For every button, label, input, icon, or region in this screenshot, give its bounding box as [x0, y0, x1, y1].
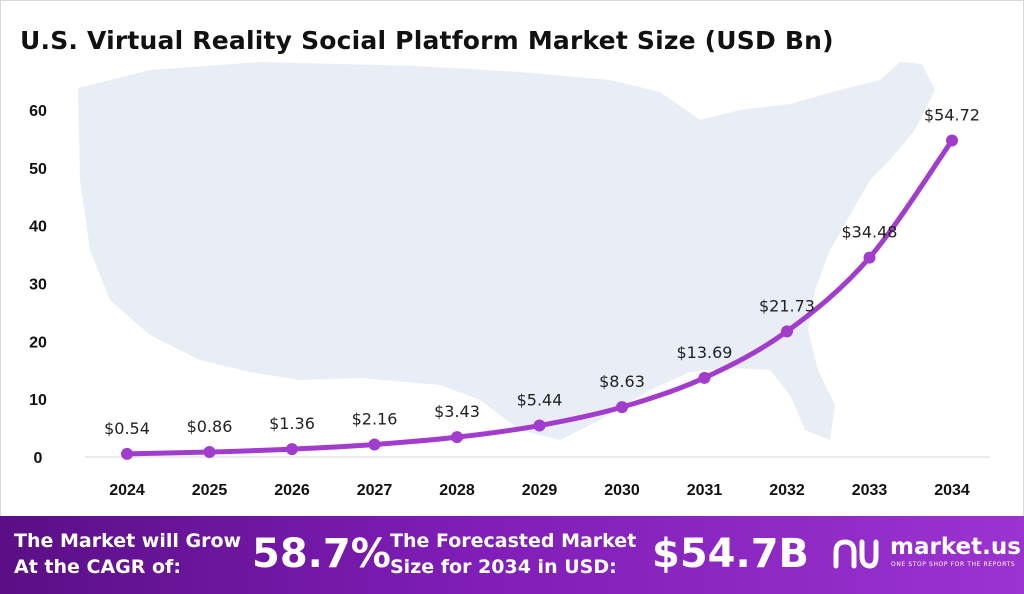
- data-point: [533, 419, 546, 432]
- x-tick-label: 2028: [439, 482, 475, 499]
- data-label: $2.16: [352, 410, 398, 429]
- data-label: $54.72: [924, 106, 980, 125]
- data-label: $34.48: [842, 223, 898, 242]
- data-point: [286, 443, 298, 456]
- data-point: [698, 371, 711, 384]
- data-label: $3.43: [434, 402, 480, 421]
- data-point: [121, 447, 133, 460]
- y-tick-label: 20: [29, 334, 47, 351]
- data-label: $1.36: [269, 414, 315, 433]
- cagr-caption: The Market will Grow At the CAGR of:: [14, 530, 242, 578]
- x-tick-label: 2030: [604, 482, 640, 499]
- data-point: [616, 401, 628, 414]
- cagr-value: 58.7%: [252, 531, 391, 577]
- x-tick-label: 2027: [357, 482, 393, 499]
- x-tick-label: 2025: [192, 482, 228, 499]
- forecast-caption: The Forecasted Market Size for 2034 in U…: [390, 530, 637, 578]
- data-point: [203, 446, 216, 459]
- data-point: [946, 134, 958, 147]
- y-tick-label: 40: [29, 219, 47, 236]
- x-tick-label: 2033: [852, 482, 888, 499]
- footer-banner: The Market will Grow At the CAGR of: 58.…: [0, 516, 1024, 594]
- data-label: $8.63: [599, 372, 645, 391]
- data-point: [368, 438, 381, 451]
- x-tick-label: 2032: [769, 482, 805, 499]
- data-point: [863, 251, 876, 264]
- brand-tagline: ONE STOP SHOP FOR THE REPORTS: [891, 561, 1016, 568]
- data-point: [451, 431, 463, 444]
- data-label: $21.73: [759, 296, 815, 315]
- x-tick-label: 2024: [109, 482, 145, 499]
- y-tick-label: 50: [29, 161, 47, 178]
- forecast-value: $54.7B: [652, 531, 810, 577]
- brand-name: market.us: [890, 534, 1021, 560]
- y-tick-label: 0: [34, 450, 43, 467]
- data-point: [781, 325, 793, 338]
- data-label: $13.69: [677, 343, 733, 362]
- data-label: $5.44: [517, 391, 563, 410]
- data-label: $0.86: [187, 417, 233, 436]
- y-tick-label: 10: [29, 392, 47, 409]
- x-tick-label: 2026: [274, 482, 310, 499]
- y-tick-label: 30: [29, 277, 47, 294]
- data-label: $0.54: [104, 419, 150, 438]
- us-map-background: [78, 62, 935, 440]
- market-us-logo-icon: [833, 539, 879, 569]
- x-tick-label: 2029: [522, 482, 558, 499]
- chart-title: U.S. Virtual Reality Social Platform Mar…: [20, 26, 834, 55]
- x-tick-label: 2034: [934, 482, 970, 499]
- y-tick-label: 60: [29, 103, 47, 120]
- x-tick-label: 2031: [687, 482, 723, 499]
